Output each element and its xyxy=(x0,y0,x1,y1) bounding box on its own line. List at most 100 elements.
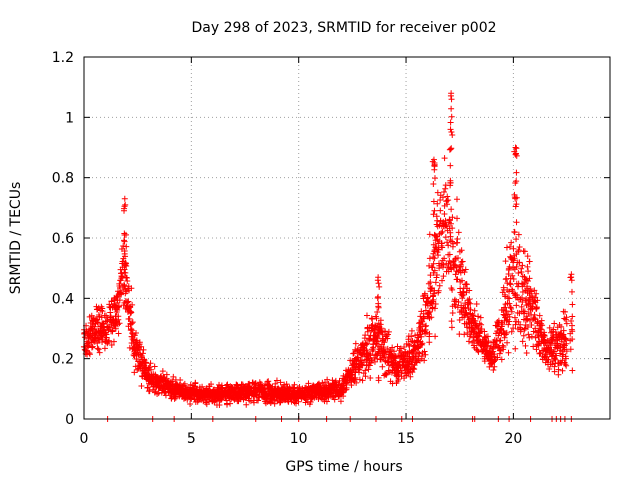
data-point xyxy=(377,317,384,324)
data-point xyxy=(227,400,234,407)
data-point xyxy=(498,356,505,363)
data-point xyxy=(94,319,101,326)
data-point xyxy=(444,201,451,208)
data-point xyxy=(337,398,344,405)
data-point xyxy=(106,303,113,310)
data-point xyxy=(369,316,376,323)
data-point xyxy=(223,382,230,389)
data-point xyxy=(454,304,461,311)
data-point xyxy=(123,243,130,250)
data-point xyxy=(452,255,459,262)
data-point xyxy=(433,271,440,278)
data-point xyxy=(448,324,455,331)
data-point xyxy=(427,279,434,286)
data-point xyxy=(511,255,518,262)
data-point xyxy=(384,335,391,342)
data-point xyxy=(367,352,374,359)
y-tick-label: 1.2 xyxy=(52,50,74,66)
data-point xyxy=(375,280,382,287)
data-point xyxy=(553,352,560,359)
data-point xyxy=(446,251,453,258)
data-point xyxy=(430,260,437,267)
data-point xyxy=(455,229,462,236)
data-point xyxy=(448,318,455,325)
data-point xyxy=(128,320,135,327)
data-point xyxy=(323,398,330,405)
data-point xyxy=(509,272,516,279)
data-point xyxy=(105,338,111,345)
data-point xyxy=(136,339,143,346)
data-point xyxy=(129,319,136,326)
data-point xyxy=(513,145,520,152)
data-point xyxy=(439,228,446,235)
data-point xyxy=(567,274,574,281)
data-point xyxy=(439,244,446,251)
data-point xyxy=(461,269,468,276)
data-point xyxy=(431,248,438,255)
data-point xyxy=(520,281,527,288)
data-point xyxy=(505,267,512,274)
data-point xyxy=(121,261,128,268)
data-point xyxy=(272,380,279,387)
data-point xyxy=(444,193,451,200)
data-point xyxy=(481,328,488,335)
data-point xyxy=(506,300,513,307)
y-tick-label: 0.8 xyxy=(52,171,74,187)
data-point xyxy=(512,144,519,151)
data-point xyxy=(431,231,438,238)
data-point xyxy=(519,262,526,269)
data-point xyxy=(503,317,510,324)
data-point xyxy=(441,211,448,218)
data-point xyxy=(440,188,447,195)
data-point xyxy=(384,331,391,338)
data-point xyxy=(86,350,93,356)
data-point xyxy=(89,343,96,350)
data-point xyxy=(431,255,438,262)
x-tick-label: 0 xyxy=(80,431,89,447)
data-point xyxy=(109,327,116,334)
data-point xyxy=(525,268,532,275)
data-point xyxy=(96,349,103,356)
axis-ticks: 0 0.2 0.4 0.6 0.8 1 1.2 0 5 10 15 20 xyxy=(52,50,610,447)
data-point xyxy=(569,367,576,374)
data-point xyxy=(435,246,442,253)
data-point xyxy=(359,377,366,384)
data-point xyxy=(421,357,428,364)
data-point xyxy=(177,376,184,383)
data-point xyxy=(192,379,199,386)
data-point xyxy=(551,348,558,355)
data-point xyxy=(419,340,426,347)
data-point xyxy=(159,368,166,375)
data-point xyxy=(88,344,95,351)
data-point xyxy=(466,296,473,303)
data-point xyxy=(180,382,187,389)
data-point xyxy=(163,371,170,378)
data-point xyxy=(522,325,529,332)
data-point xyxy=(94,306,101,313)
data-point xyxy=(440,273,447,280)
data-point xyxy=(508,308,515,315)
data-point xyxy=(485,338,492,345)
data-point xyxy=(568,317,575,324)
data-point xyxy=(432,279,439,286)
data-point xyxy=(524,323,531,330)
data-point xyxy=(348,382,355,389)
data-point xyxy=(447,146,454,153)
data-point xyxy=(513,236,520,243)
data-point xyxy=(273,377,280,384)
y-axis-label: SRMTID / TECUs xyxy=(8,182,24,295)
data-point xyxy=(426,339,433,346)
data-point xyxy=(364,328,371,335)
data-point xyxy=(376,329,383,336)
data-point xyxy=(101,345,108,352)
data-point xyxy=(511,314,518,321)
data-point xyxy=(350,350,357,357)
data-point xyxy=(452,271,459,278)
data-point xyxy=(541,332,548,339)
data-point xyxy=(440,261,447,268)
data-point xyxy=(151,363,158,370)
data-point xyxy=(124,277,131,284)
x-tick-label: 5 xyxy=(187,431,196,447)
data-point xyxy=(513,201,520,208)
data-point xyxy=(546,324,553,331)
